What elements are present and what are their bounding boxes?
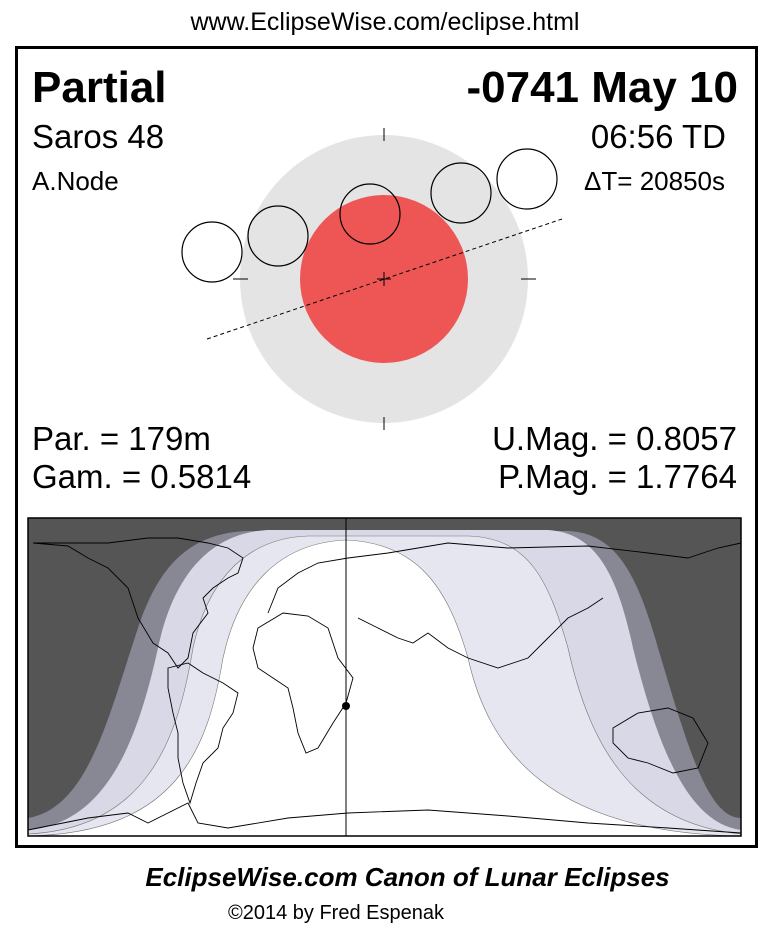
saros-number: Saros 48 — [32, 118, 165, 155]
footer-copyright: ©2014 by Fred Espenak — [228, 902, 444, 924]
duration: Par. = 179m — [32, 420, 211, 457]
umbral-magnitude: U.Mag. = 0.8057 — [492, 420, 737, 457]
footer-title: EclipseWise.com Canon of Lunar Eclipses — [145, 862, 670, 892]
visibility-map — [27, 517, 742, 837]
greatest-eclipse-point — [342, 702, 350, 710]
eclipse-panel — [15, 46, 758, 848]
gamma: Gam. = 0.5814 — [32, 458, 252, 495]
australia — [612, 707, 709, 774]
eclipse-time: 06:56 TD — [590, 118, 726, 155]
europe-asia — [267, 542, 742, 669]
coastlines — [27, 537, 742, 834]
moon-p4 — [496, 148, 558, 210]
moon-greatest — [339, 183, 401, 245]
moon-p1 — [181, 221, 243, 283]
south-america — [167, 662, 239, 805]
north-america — [32, 537, 244, 669]
eclipse-type: Partial — [32, 63, 167, 112]
moon-u4 — [430, 162, 492, 224]
eclipse-date: -0741 May 10 — [466, 63, 738, 112]
map-border — [27, 517, 742, 837]
delta-t: ΔT= 20850s — [584, 166, 725, 196]
penumbral-magnitude: P.Mag. = 1.7764 — [498, 458, 737, 495]
node: A.Node — [32, 166, 119, 196]
africa — [252, 612, 354, 754]
antarctica — [27, 802, 742, 834]
source-url: www.EclipseWise.com/eclipse.html — [190, 8, 580, 36]
axis-ticks — [233, 128, 536, 430]
moon-u1 — [247, 205, 309, 267]
